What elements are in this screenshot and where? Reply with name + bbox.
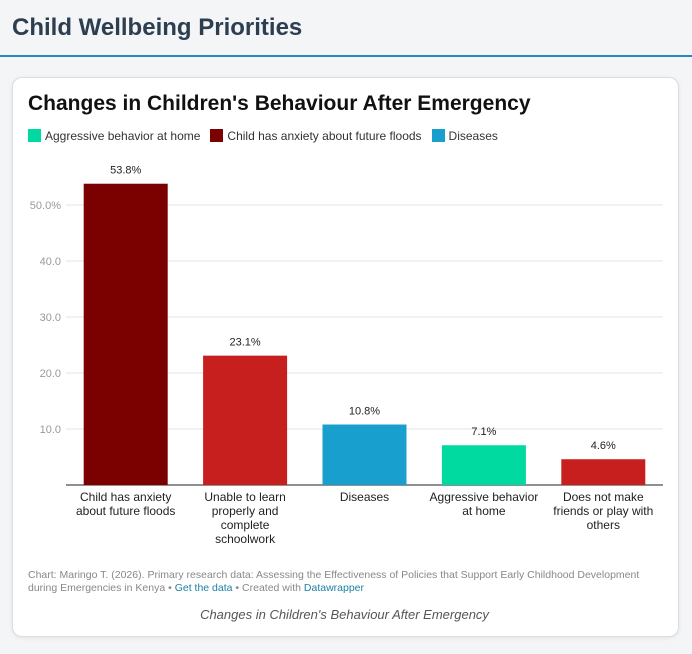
legend-item: Child has anxiety about future floods (210, 129, 422, 143)
get-data-link[interactable]: Get the data (174, 582, 233, 594)
value-label: 23.1% (229, 337, 260, 349)
legend: Aggressive behavior at home Child has anx… (28, 129, 498, 143)
value-label: 53.8% (110, 165, 141, 177)
bar (83, 183, 168, 485)
x-tick-label: Does not make friends or play with other… (553, 490, 654, 532)
bar (441, 445, 526, 485)
bar (203, 355, 288, 485)
y-tick-label: 40.0 (40, 256, 61, 268)
separator: • (168, 582, 172, 594)
legend-item: Aggressive behavior at home (28, 129, 200, 143)
legend-label: Diseases (448, 129, 498, 143)
x-tick-label: Unable to learn properly and complete sc… (204, 490, 286, 546)
y-tick-label: 50.0% (30, 200, 61, 212)
legend-swatch (210, 129, 224, 142)
bar (322, 424, 407, 485)
x-tick-label: Diseases (339, 490, 390, 504)
created-with: Created with (242, 582, 301, 594)
bar (561, 459, 646, 485)
source: Chart: Maringo T. (2026). Primary resear… (28, 569, 640, 594)
legend-label: Aggressive behavior at home (45, 129, 201, 143)
value-label: 7.1% (471, 426, 496, 438)
legend-item: Diseases (431, 129, 498, 143)
page-title: Child Wellbeing Priorities (12, 14, 303, 41)
chart-title: Changes in Children's Behaviour After Em… (28, 92, 531, 115)
caption: Changes in Children's Behaviour After Em… (200, 607, 489, 622)
value-label: 4.6% (591, 440, 616, 452)
legend-swatch (431, 129, 445, 142)
y-tick-label: 30.0 (40, 312, 61, 324)
y-tick-label: 10.0 (40, 424, 61, 436)
y-tick-label: 20.0 (40, 368, 61, 380)
footer: Chart: Maringo T. (2026). Primary resear… (28, 569, 648, 595)
tool-link[interactable]: Datawrapper (303, 582, 365, 594)
legend-label: Child has anxiety about future floods (227, 129, 422, 143)
title-rule (0, 55, 692, 57)
x-tick-label: Aggressive behavior at home (429, 490, 539, 518)
value-label: 10.8% (349, 405, 380, 417)
x-tick-label: Child has anxiety about future floods (75, 490, 176, 518)
separator: • (235, 582, 240, 594)
legend-swatch (28, 129, 41, 142)
